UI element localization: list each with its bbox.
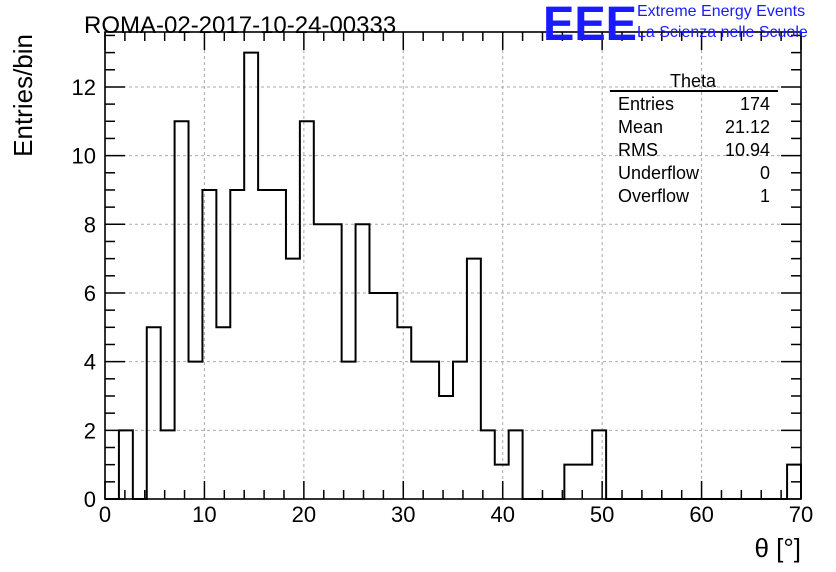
stats-value-rms: 10.94 xyxy=(725,140,770,160)
y-tick-label: 6 xyxy=(84,281,96,306)
stats-label-mean: Mean xyxy=(618,117,663,137)
logo-line-1: Extreme Energy Events xyxy=(637,3,806,20)
y-tick-label: 0 xyxy=(84,487,96,512)
stats-label-overflow: Overflow xyxy=(618,186,690,206)
x-tick-label: 0 xyxy=(99,502,111,527)
y-tick-label: 4 xyxy=(84,350,96,375)
plot-frame xyxy=(104,31,802,500)
x-tick-label: 60 xyxy=(689,502,713,527)
stats-box: Theta Entries 174 Mean 21.12 RMS 10.94 U… xyxy=(610,71,778,206)
stats-label-underflow: Underflow xyxy=(618,163,700,183)
stats-value-mean: 21.12 xyxy=(725,117,770,137)
stats-label-rms: RMS xyxy=(618,140,658,160)
x-tick-label: 30 xyxy=(391,502,415,527)
y-tick-label: 8 xyxy=(84,212,96,237)
histogram-outline xyxy=(105,51,802,500)
stats-value-underflow: 0 xyxy=(760,163,770,183)
y-tick-label: 10 xyxy=(72,144,96,169)
y-axis-label: Entries/bin xyxy=(8,34,38,157)
stats-value-entries: 174 xyxy=(740,94,770,114)
chart-title: ROMA-02-2017-10-24-00333 xyxy=(84,12,396,39)
x-tick-label: 10 xyxy=(192,502,216,527)
x-tick-label: 50 xyxy=(590,502,614,527)
x-tick-label: 20 xyxy=(292,502,316,527)
x-axis-label: θ [°] xyxy=(754,533,801,563)
y-tick-label: 2 xyxy=(84,418,96,443)
eee-logo: EEE xyxy=(543,2,637,44)
stats-label-entries: Entries xyxy=(618,94,674,114)
x-tick-label: 70 xyxy=(789,502,813,527)
x-tick-label: 40 xyxy=(490,502,514,527)
eee-logo-text: EEE xyxy=(543,2,637,44)
logo-line-2: La Scienza nelle Scuole xyxy=(637,24,808,41)
stats-title: Theta xyxy=(670,71,717,91)
grid-lines xyxy=(105,32,801,499)
stats-value-overflow: 1 xyxy=(760,186,770,206)
y-tick-label: 12 xyxy=(72,75,96,100)
